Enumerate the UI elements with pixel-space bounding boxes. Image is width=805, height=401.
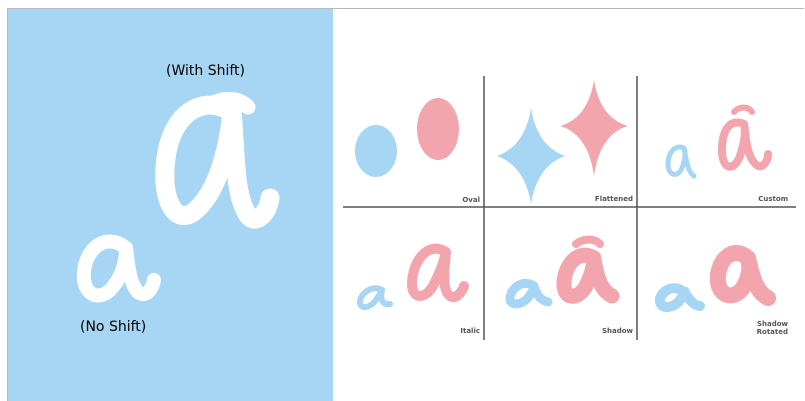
grid-lines (343, 76, 796, 340)
small-a-glyph (76, 234, 161, 303)
oval-pair-icon (355, 98, 459, 177)
cell-label-shadow-rotated: Shadow Rotated (756, 320, 788, 336)
cell-label-custom: Custom (758, 195, 788, 203)
diamond-pair-icon (497, 80, 628, 204)
with-shift-label: (With Shift) (166, 63, 245, 79)
cell-label-italic: Italic (460, 327, 480, 335)
italic-a-pair-icon (357, 243, 469, 310)
cell-label-flattened: Flattened (594, 195, 633, 203)
no-shift-label: (No Shift) (80, 319, 147, 335)
custom-a-pair-icon (665, 104, 772, 179)
cell-label-shadow: Shadow (601, 327, 633, 335)
rotated-a-pair-icon (654, 245, 776, 312)
shadow-a-pair-icon (505, 235, 620, 309)
large-a-glyph (155, 91, 280, 229)
cell-label-oval: Oval (462, 196, 480, 204)
